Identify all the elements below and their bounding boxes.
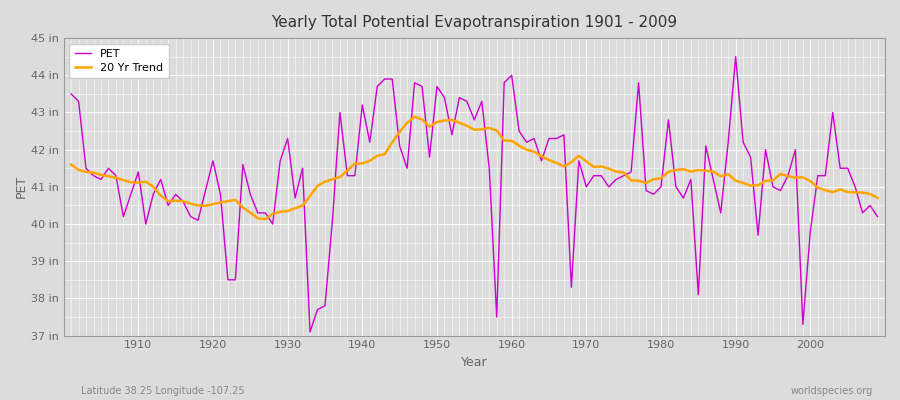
Line: 20 Yr Trend: 20 Yr Trend [71, 117, 878, 219]
20 Yr Trend [297, 203, 308, 208]
20 Yr Trend [611, 169, 622, 174]
Text: worldspecies.org: worldspecies.org [791, 386, 873, 396]
PET [66, 92, 77, 96]
20 Yr Trend [514, 143, 525, 148]
20 Yr Trend [125, 180, 136, 185]
PET [507, 73, 517, 78]
PET [125, 192, 136, 197]
PET [872, 214, 883, 219]
PET [514, 129, 525, 134]
Legend: PET, 20 Yr Trend: PET, 20 Yr Trend [69, 44, 169, 78]
20 Yr Trend [872, 196, 883, 200]
PET [603, 184, 614, 189]
Line: PET: PET [71, 57, 878, 332]
PET [730, 54, 741, 59]
20 Yr Trend [410, 114, 420, 119]
20 Yr Trend [342, 168, 353, 173]
X-axis label: Year: Year [461, 356, 488, 369]
PET [304, 330, 315, 334]
Title: Yearly Total Potential Evapotranspiration 1901 - 2009: Yearly Total Potential Evapotranspiratio… [271, 15, 678, 30]
20 Yr Trend [260, 217, 271, 222]
20 Yr Trend [66, 162, 77, 167]
PET [290, 196, 301, 200]
Y-axis label: PET: PET [15, 175, 28, 198]
20 Yr Trend [521, 147, 532, 152]
PET [342, 173, 353, 178]
Text: Latitude 38.25 Longitude -107.25: Latitude 38.25 Longitude -107.25 [81, 386, 245, 396]
